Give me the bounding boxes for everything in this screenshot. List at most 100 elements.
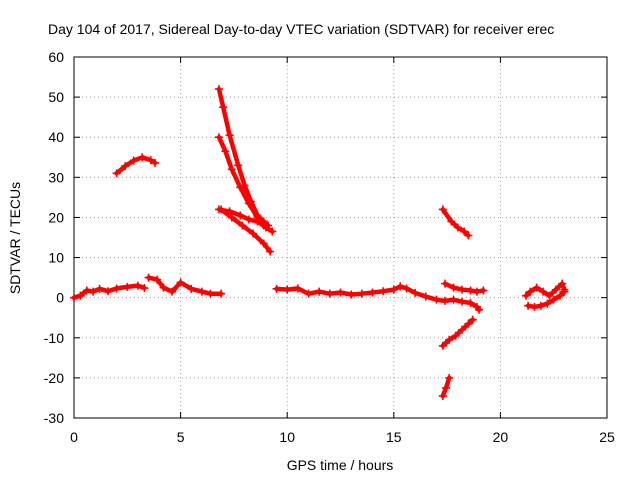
grid (74, 57, 607, 418)
data-point (466, 298, 475, 307)
y-tick-label: 0 (56, 290, 64, 306)
data-point (432, 295, 441, 304)
data-point (536, 301, 545, 310)
data-point (521, 291, 530, 300)
data-point (238, 221, 247, 230)
data-point (532, 283, 541, 292)
data-point (472, 287, 481, 296)
y-tick-label: 20 (48, 209, 64, 225)
x-tick-label: 25 (599, 429, 615, 445)
data-point (445, 373, 454, 382)
data-point (159, 283, 168, 292)
data-point (176, 278, 185, 287)
data-point (543, 299, 552, 308)
y-tick-label: 40 (48, 129, 64, 145)
data-point (304, 289, 313, 298)
data-point (421, 292, 430, 301)
data-point (447, 217, 456, 226)
data-point (293, 284, 302, 293)
data-point (214, 133, 223, 142)
data-point (451, 331, 460, 340)
data-point (70, 293, 78, 302)
data-point (475, 305, 484, 314)
data-point (240, 181, 249, 190)
data-point (560, 287, 569, 296)
series-track-12 (438, 373, 454, 400)
axis-ticks: 0 5 10 15 20 25 -30 -20 -10 0 10 20 30 40 50 60 (44, 49, 615, 445)
data-point (549, 295, 558, 304)
data-point (214, 85, 223, 94)
data-point (545, 291, 554, 300)
data-point (464, 231, 473, 240)
data-point (464, 319, 473, 328)
data-point (221, 147, 230, 156)
series-track-3 (144, 273, 226, 298)
data-point (259, 239, 268, 248)
data-point (442, 383, 451, 392)
y-tick-label: 30 (48, 169, 64, 185)
data-point (268, 227, 277, 236)
plot-frame (73, 56, 608, 419)
data-point (479, 286, 488, 295)
y-tick-label: 50 (48, 89, 64, 105)
data-point (440, 296, 449, 305)
data-point (146, 156, 155, 165)
data-point (76, 291, 85, 300)
series-track-4 (214, 85, 273, 230)
data-point (402, 284, 411, 293)
data-point (449, 295, 458, 304)
chart-title: Day 104 of 2017, Sidereal Day-to-day VTE… (48, 21, 554, 37)
data-point (460, 227, 469, 236)
data-point (526, 287, 535, 296)
data-point (138, 153, 147, 162)
data-point (123, 282, 132, 291)
y-tick-label: 60 (48, 49, 64, 65)
data-point (112, 284, 121, 293)
y-tick-label: -30 (44, 410, 64, 426)
data-point (140, 284, 149, 293)
data-point (133, 281, 142, 290)
data-point (449, 283, 458, 292)
series-track-2 (112, 153, 160, 178)
data-point (347, 290, 356, 299)
data-point (236, 211, 245, 220)
data-point (458, 325, 467, 334)
x-tick-label: 20 (493, 429, 509, 445)
data-point (551, 285, 560, 294)
series-track-14 (524, 287, 569, 311)
x-tick-label: 15 (386, 429, 402, 445)
series-track-7 (217, 205, 275, 256)
data-point (151, 158, 160, 167)
series-track-10 (440, 279, 488, 296)
data-point (82, 286, 91, 295)
data-point (357, 289, 366, 298)
data-point (524, 301, 533, 310)
data-point (253, 217, 262, 226)
x-tick-label: 10 (279, 429, 295, 445)
data-point (266, 247, 275, 256)
data-point (468, 315, 477, 324)
series-line (218, 207, 273, 254)
y-tick-label: -20 (44, 370, 64, 386)
data-point (396, 282, 405, 291)
data-point (539, 287, 548, 296)
data-point (129, 156, 138, 165)
data-point (458, 285, 467, 294)
x-axis-title: GPS time / hours (287, 457, 394, 473)
data-point (219, 103, 228, 112)
data-point (411, 288, 420, 297)
data-point (225, 131, 234, 140)
data-point (315, 287, 324, 296)
data-point (197, 287, 206, 296)
data-point (438, 391, 447, 400)
y-tick-label: -10 (44, 330, 64, 346)
data-point (283, 285, 292, 294)
y-tick-label: 10 (48, 250, 64, 266)
data-point (89, 287, 98, 296)
series-track-6 (214, 205, 268, 230)
data-point (458, 297, 467, 306)
data-point (325, 289, 334, 298)
data-point (227, 213, 236, 222)
y-axis-title: SDTVAR / TECUs (7, 182, 23, 294)
data-point (440, 279, 449, 288)
